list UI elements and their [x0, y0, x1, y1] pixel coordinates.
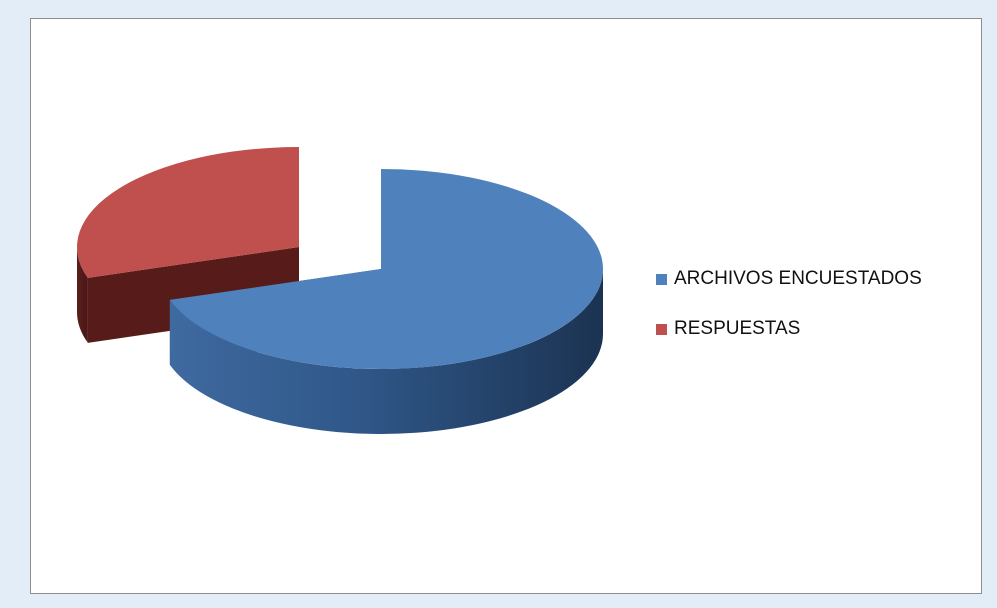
legend-swatch [656, 323, 667, 335]
legend-item: RESPUESTAS [656, 316, 922, 342]
legend-label: RESPUESTAS [674, 318, 801, 339]
pie-slice-top [169, 169, 603, 369]
pie-slice-top [76, 147, 299, 278]
pie-slice-side [169, 269, 603, 435]
legend-label: ARCHIVOS ENCUESTADOS [674, 268, 922, 289]
legend-swatch [656, 273, 667, 285]
legend-item: ARCHIVOS ENCUESTADOS [656, 266, 922, 292]
pie-chart [76, 147, 603, 435]
pie-slice-side [77, 247, 88, 343]
chart-frame: ARCHIVOS ENCUESTADOS RESPUESTAS [30, 18, 982, 594]
legend: ARCHIVOS ENCUESTADOS RESPUESTAS [656, 266, 922, 366]
pie-slice-archivos-encuestados [169, 169, 603, 435]
